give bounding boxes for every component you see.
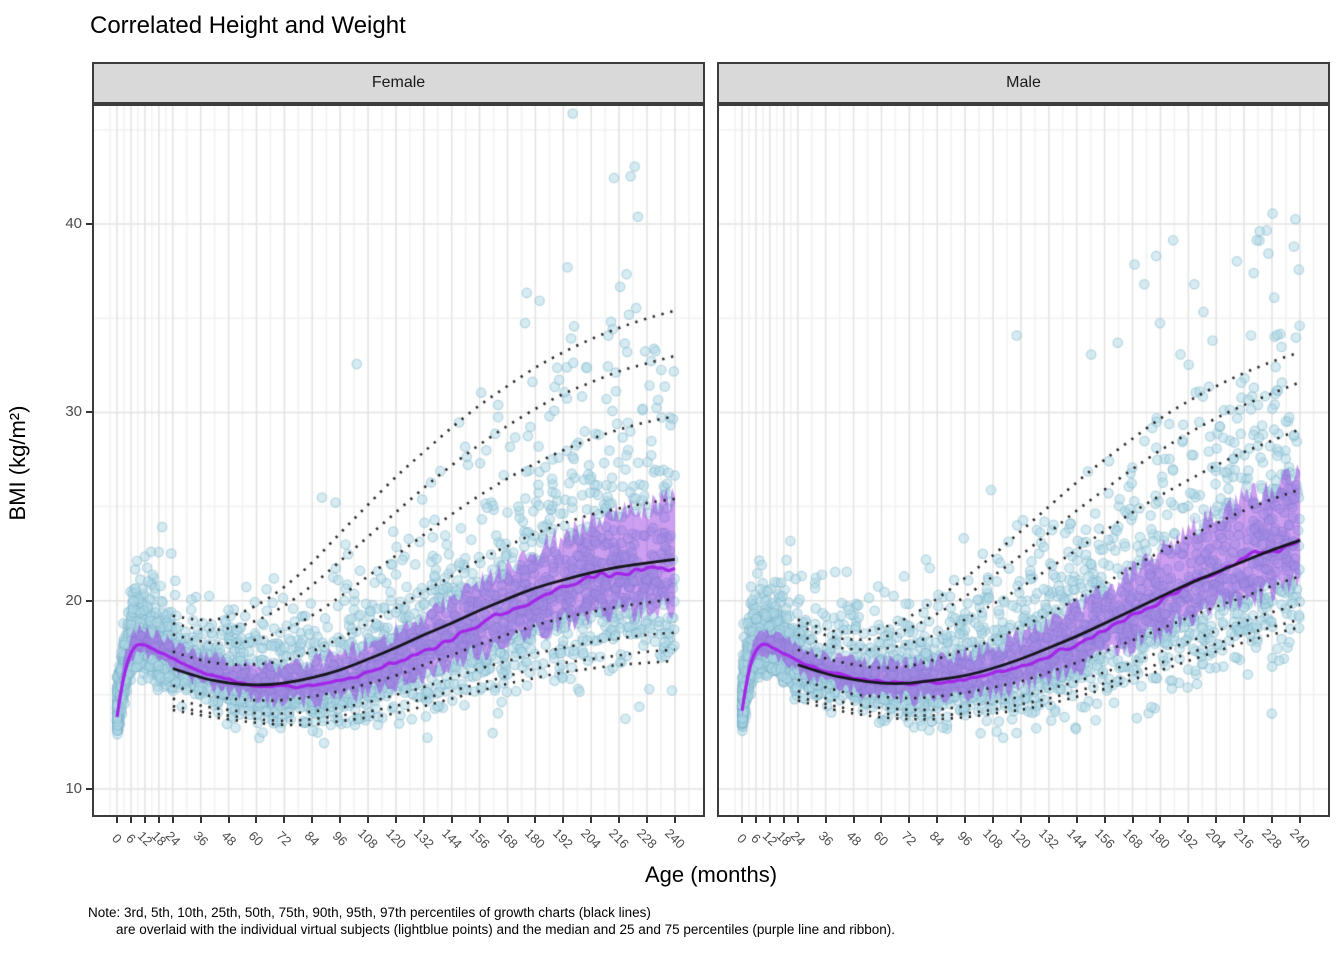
x-tick-mark — [1159, 817, 1162, 823]
x-tick-mark — [129, 817, 132, 823]
y-axis-title: BMI (kg/m²) — [5, 405, 30, 521]
facet-strip-label: Male — [1006, 74, 1041, 91]
x-tick-mark — [562, 817, 565, 823]
x-tick-mark — [283, 817, 286, 823]
facet-strip-male: Male — [717, 62, 1330, 104]
x-tick-mark — [255, 817, 258, 823]
x-tick-mark — [964, 817, 967, 823]
y-tick-label: 40 — [65, 215, 82, 233]
x-tick-mark — [992, 817, 995, 823]
panel-male — [717, 104, 1330, 817]
x-tick-mark — [824, 817, 827, 823]
x-tick-mark — [618, 817, 621, 823]
note-line1: Note: 3rd, 5th, 10th, 25th, 50th, 75th, … — [88, 905, 651, 920]
y-tick-label: 10 — [65, 780, 82, 797]
x-tick-mark — [157, 817, 160, 823]
y-tick-label: 30 — [65, 403, 82, 421]
x-tick-mark — [1270, 817, 1273, 823]
x-tick-mark — [339, 817, 342, 823]
y-tick-mark — [86, 788, 92, 790]
x-tick-mark — [782, 817, 785, 823]
x-tick-mark — [394, 817, 397, 823]
x-tick-mark — [506, 817, 509, 823]
x-tick-mark — [1298, 817, 1301, 823]
x-tick-mark — [478, 817, 481, 823]
x-tick-mark — [908, 817, 911, 823]
panel-female — [92, 104, 705, 817]
chart-canvas-male — [719, 106, 1328, 815]
x-tick-mark — [116, 817, 118, 823]
x-tick-mark — [880, 817, 883, 823]
x-tick-mark — [534, 817, 537, 823]
x-tick-mark — [768, 817, 771, 823]
x-tick-mark — [143, 817, 146, 823]
x-tick-mark — [227, 817, 230, 823]
x-tick-mark — [673, 817, 676, 823]
x-tick-mark — [199, 817, 202, 823]
x-tick-mark — [741, 817, 743, 823]
facet-strip-label: Female — [371, 74, 426, 91]
facet-strip-female: Female — [92, 62, 705, 104]
x-axis-title: Age (months) — [644, 862, 778, 887]
x-tick-mark — [1075, 817, 1078, 823]
x-tick-mark — [1131, 817, 1134, 823]
y-tick-mark — [86, 599, 92, 602]
x-tick-mark — [1019, 817, 1022, 823]
x-tick-mark — [590, 817, 593, 823]
x-tick-mark — [1103, 817, 1106, 823]
y-tick-mark — [86, 411, 92, 414]
x-tick-mark — [936, 817, 939, 823]
x-tick-mark — [367, 817, 370, 823]
x-tick-mark — [422, 817, 425, 823]
chart-canvas-female — [94, 106, 703, 815]
x-tick-mark — [1187, 817, 1190, 823]
x-tick-mark — [645, 817, 648, 823]
x-tick-mark — [1047, 817, 1050, 823]
y-tick-mark — [86, 223, 92, 226]
x-tick-mark — [852, 817, 855, 823]
x-tick-mark — [450, 817, 453, 823]
x-tick-mark — [1243, 817, 1246, 823]
y-tick-label: 20 — [65, 591, 82, 609]
note-line2: are overlaid with the individual virtual… — [116, 922, 895, 937]
x-tick-mark — [1215, 817, 1218, 823]
x-tick-mark — [171, 817, 174, 823]
x-tick-mark — [311, 817, 314, 823]
plot-title: Correlated Height and Weight — [90, 12, 406, 39]
note: Note: 3rd, 5th, 10th, 25th, 50th, 75th, … — [88, 904, 895, 938]
x-tick-mark — [754, 817, 757, 823]
x-tick-mark — [796, 817, 799, 823]
